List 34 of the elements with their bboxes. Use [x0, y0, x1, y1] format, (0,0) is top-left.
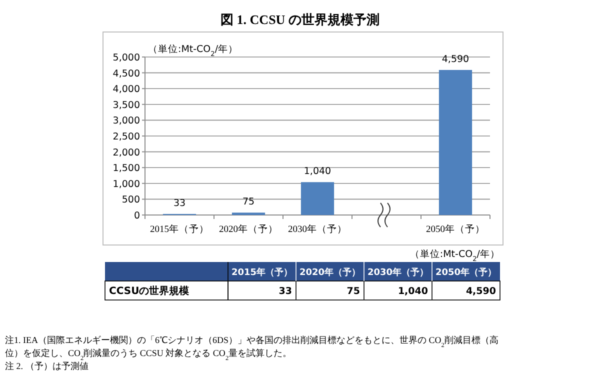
text: （単位:Mt-CO$_{2}$/年） — [410, 248, 500, 263]
text: 33 — [278, 286, 292, 297]
text: 75 — [346, 286, 360, 297]
x-tick-label: 2020年（予） — [219, 223, 278, 235]
text: 1,040 — [398, 286, 428, 297]
y-axis-title: （単位:Mt-CO$_{2}$/年） — [148, 43, 238, 58]
y-tick-label: 3,000 — [112, 116, 140, 127]
text: 注1. IEA（国際エネルギー機関）の「6℃シナリオ（6DS）」や各国の排出削減目標などをもとに、世界の CO$_{2}$削減目標（高 — [5, 335, 498, 348]
x-tick-label: 2015年（予） — [150, 223, 209, 235]
x-tick-label: 2050年（予） — [426, 223, 485, 235]
text: 4,590 — [466, 286, 496, 297]
y-tick-label: 4,500 — [112, 68, 140, 80]
data-label: 75 — [242, 196, 255, 208]
y-tick-label: 4,000 — [112, 84, 140, 96]
y-tick-label: 5,000 — [112, 52, 140, 64]
data-label: 33 — [173, 198, 186, 209]
y-tick-label: 500 — [122, 194, 140, 206]
category-label: 2020年（予） — [299, 268, 361, 278]
category-label: 2030年（予） — [367, 268, 429, 278]
data-label: 1,040 — [304, 166, 332, 178]
x-tick-label: 2030年（予） — [288, 223, 347, 235]
y-tick-label: 0 — [134, 210, 140, 222]
text: CCSUの世界規模 — [109, 285, 190, 297]
text: 注 2. （予）は予測値 — [5, 361, 88, 371]
y-tick-label: 2,000 — [112, 147, 140, 158]
category-label: 2050年（予） — [435, 268, 497, 278]
y-tick-label: 1,500 — [112, 163, 140, 174]
y-tick-label: 1,000 — [112, 178, 140, 190]
chart-title: 図 1. CCSU の世界規模予測 — [220, 12, 380, 27]
data-label: 4,590 — [442, 54, 470, 65]
y-tick-label: 3,500 — [112, 100, 140, 111]
text: 位）を仮定し、CO$_{2}$削減量のうち CCSU 対象となる CO$_{2}$量を試算した。 — [5, 348, 292, 362]
category-label: 2015年（予） — [231, 268, 293, 278]
y-tick-label: 2,500 — [112, 132, 140, 142]
